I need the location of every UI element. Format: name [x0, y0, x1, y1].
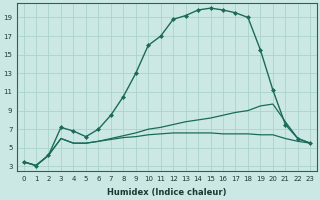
X-axis label: Humidex (Indice chaleur): Humidex (Indice chaleur) — [107, 188, 227, 197]
